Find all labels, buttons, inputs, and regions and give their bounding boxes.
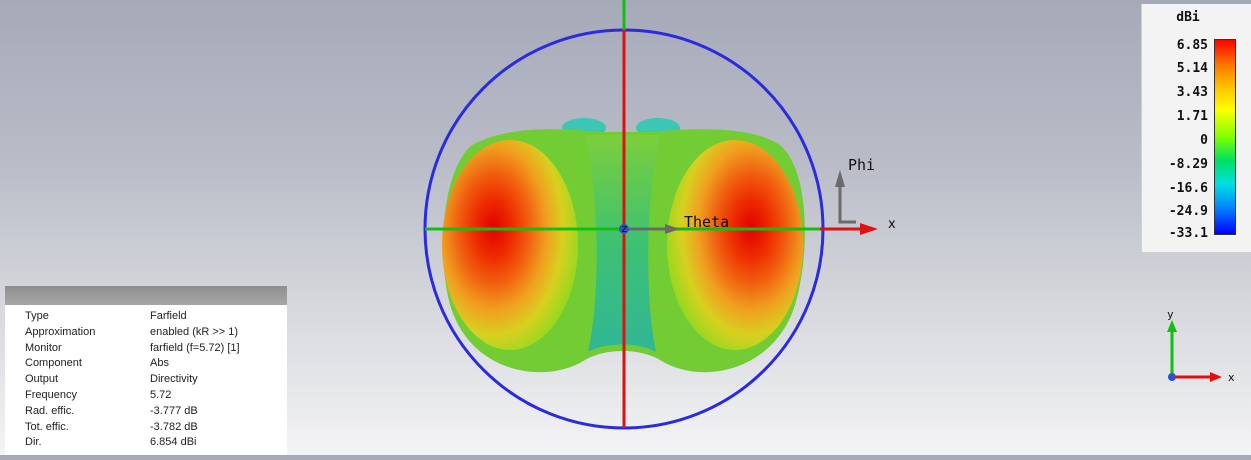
info-key: Monitor [25,341,62,354]
info-key: Rad. effic. [25,404,75,417]
pattern-lobe-left [442,140,578,350]
info-value: enabled (kR >> 1) [150,325,239,338]
color-legend: dBi 6.85 5.14 3.43 1.71 0 -8.29 -16.6 -2… [1141,4,1251,253]
info-key: Frequency [25,388,77,401]
info-rows: Type Farfield Approximation enabled (kR … [5,305,287,451]
info-row-tot-effic: Tot. effic. -3.782 dB [5,420,287,436]
legend-tick: -24.9 [1168,204,1208,219]
info-value: Directivity [150,373,198,386]
legend-tick: 6.85 [1176,38,1208,53]
legend-tick: -16.6 [1168,181,1208,196]
info-key: Component [25,357,82,370]
legend-tick: 3.43 [1176,85,1208,100]
legend-tick: 5.14 [1176,61,1208,76]
triad-x-label: x [1228,371,1235,384]
triad-y-label: y [1167,308,1174,321]
info-value: -3.782 dB [150,420,198,433]
legend-tick: -33.1 [1168,226,1208,241]
x-axis-arrowhead [860,223,878,235]
info-row-component: Component Abs [5,356,287,372]
info-key: Tot. effic. [25,420,69,433]
info-value: farfield (f=5.72) [1] [150,341,240,354]
phi-label: Phi [848,156,875,174]
legend-tick: -8.29 [1168,157,1208,172]
info-key: Dir. [25,436,42,449]
info-key: Type [25,310,49,322]
theta-arrowhead [665,224,680,234]
info-row-output: Output Directivity [5,372,287,388]
info-row-approximation: Approximation enabled (kR >> 1) [5,325,287,341]
x-axis-label: x [888,217,896,232]
info-row-rad-effic: Rad. effic. -3.777 dB [5,404,287,420]
legend-tick: 0 [1200,133,1208,148]
farfield-info-panel: Type Farfield Approximation enabled (kR … [5,286,287,455]
info-key: Output [25,373,59,386]
legend-color-bar [1214,39,1236,235]
info-value: 6.854 dBi [150,436,197,449]
legend-unit: dBi [1176,10,1200,25]
phi-arrow-line [838,185,856,224]
info-value: 5.72 [150,388,172,401]
info-row-type: Type Farfield [5,309,287,325]
info-value: -3.777 dB [150,404,198,417]
info-row-frequency: Frequency 5.72 [5,388,287,404]
info-value: Farfield [150,310,187,322]
info-key: Approximation [25,325,96,338]
info-value: Abs [150,357,169,370]
origin-point [619,224,629,234]
info-row-monitor: Monitor farfield (f=5.72) [1] [5,341,287,357]
info-row-dir: Dir. 6.854 dBi [5,435,287,451]
theta-label: Theta [684,213,729,231]
z-axis-label: z [621,222,628,235]
info-panel-header[interactable] [5,286,287,305]
axes-triad: y x [1167,308,1235,384]
legend-tick: 1.71 [1176,109,1208,124]
pattern-lobe-right [667,140,803,350]
phi-arrowhead [835,170,845,187]
